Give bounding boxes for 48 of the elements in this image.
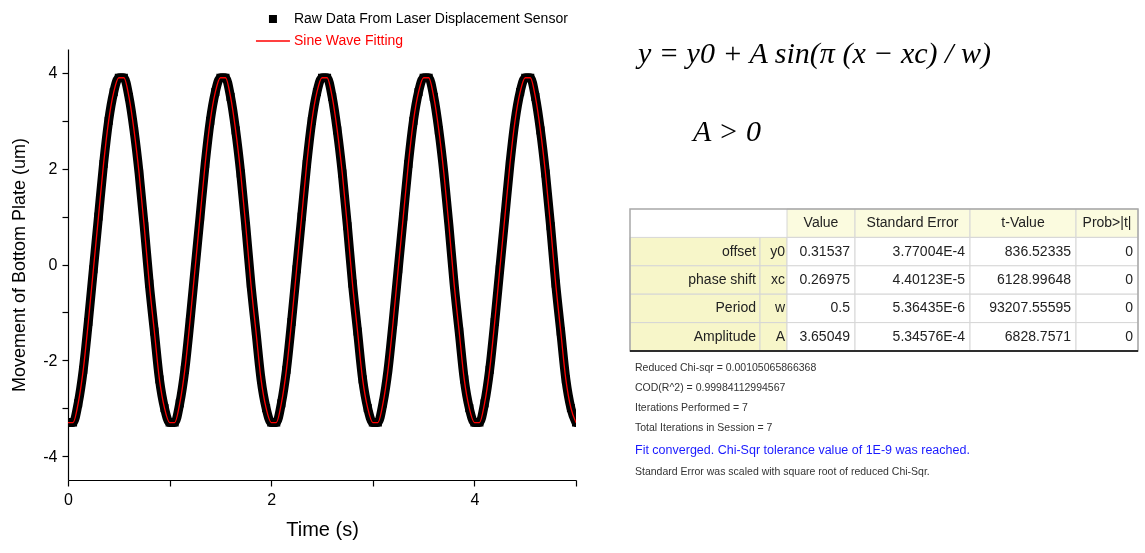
text: 0.26975 [799, 271, 850, 287]
text: A > 0 [691, 114, 762, 147]
legend-label: Raw Data From Laser Displacement Sensor [293, 10, 569, 26]
text: 5.34576E-4 [892, 327, 965, 344]
y-tick-label: 4 [48, 64, 58, 82]
text: 6128.99648 [997, 271, 1071, 287]
text: 4.40123E-5 [892, 271, 965, 287]
text: Total Iterations in Session = 7 [635, 421, 773, 433]
text: 3.65049 [799, 327, 850, 344]
x-tick-label: 2 [267, 490, 277, 508]
y-tick-label: -2 [43, 351, 58, 369]
y-tick-label: -4 [43, 447, 58, 465]
text: 0.5 [830, 299, 850, 316]
text: 0 [1125, 271, 1133, 287]
text: 0 [1125, 327, 1133, 344]
category-label: offset [722, 242, 756, 259]
text: COD(R^2) = 0.99984112994567 [635, 381, 786, 393]
y-tick-label: 0 [48, 256, 58, 273]
category-label: Amplitude [693, 327, 756, 344]
category-label: xc [771, 271, 785, 287]
category-label: Prob>|t| [1082, 214, 1132, 231]
x-tick-label: 0 [64, 490, 74, 508]
text: y = y0 + A sin(π (x − xc) / w) [635, 36, 991, 70]
text: 836.52335 [1004, 242, 1071, 259]
x-axis-title: Time (s) [286, 517, 359, 540]
category-label: Period [715, 299, 756, 316]
text: Iterations Performed = 7 [635, 401, 749, 413]
text: 0.31537 [799, 242, 850, 259]
text: Reduced Chi-sqr = 0.00105065866368 [635, 361, 817, 373]
category-label: Value [803, 214, 839, 231]
y-tick-label: 2 [48, 160, 58, 178]
text: Standard Error was scaled with square root of reduced Chi-Sqr. [635, 465, 930, 477]
text: 3.77004E-4 [892, 242, 965, 259]
text: 93207.55595 [989, 299, 1071, 316]
category-label: w [774, 299, 785, 316]
category-label: Standard Error [866, 214, 959, 231]
text: 0 [1125, 242, 1133, 259]
category-label: y0 [770, 242, 785, 259]
text: 6828.7571 [1004, 327, 1071, 344]
x-tick-label: 4 [470, 490, 480, 508]
category-label: t-Value [1001, 214, 1045, 231]
category-label: A [775, 327, 785, 344]
text: Fit converged. Chi-Sqr tolerance value of 1E-9 was reached. [635, 443, 970, 457]
text: 0 [1125, 299, 1133, 316]
y-axis-title: Movement of Bottom Plate (um) [9, 137, 30, 393]
category-label: phase shift [688, 271, 756, 287]
legend-label: Sine Wave Fitting [293, 32, 404, 48]
text: 5.36435E-6 [892, 299, 965, 316]
